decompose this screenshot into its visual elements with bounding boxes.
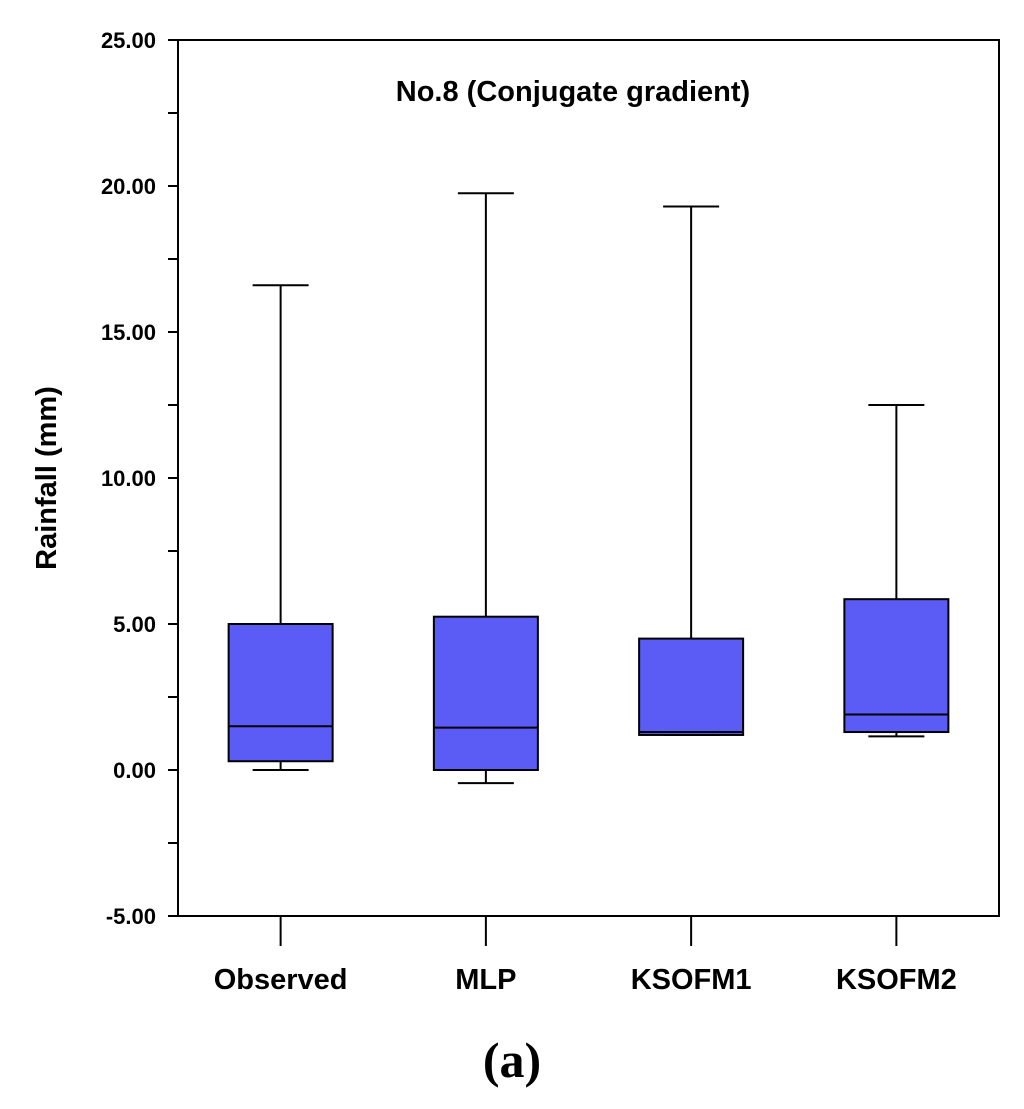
x-category-label: KSOFM2 xyxy=(836,964,957,996)
x-category-label: KSOFM1 xyxy=(631,964,752,996)
chart-title: No.8 (Conjugate gradient) xyxy=(396,76,750,108)
y-axis-ticks: -5.00 0.00 5.00 10.00 15.00 20.00 25.00 xyxy=(101,28,178,929)
y-tick-label: 15.00 xyxy=(101,320,156,345)
iqr-box xyxy=(227,623,334,763)
caption-open-paren: ( xyxy=(483,1032,500,1088)
y-tick-label: 0.00 xyxy=(113,758,156,783)
y-tick-label: 5.00 xyxy=(113,612,156,637)
iqr-box xyxy=(638,637,745,736)
x-category-label: Observed xyxy=(214,964,348,996)
y-tick-label: 10.00 xyxy=(101,466,156,491)
box-series xyxy=(227,192,950,785)
iqr-box xyxy=(432,615,539,772)
y-tick-label: 25.00 xyxy=(101,28,156,53)
y-tick-label: -5.00 xyxy=(106,904,156,929)
y-tick-label: 20.00 xyxy=(101,174,156,199)
x-category-label: MLP xyxy=(455,964,516,996)
box-ksofm2 xyxy=(843,404,950,738)
box-observed xyxy=(227,284,334,771)
x-axis-ticks: Observed MLP KSOFM1 KSOFM2 xyxy=(214,916,957,996)
caption-close-paren: ) xyxy=(525,1032,542,1088)
caption-letter: a xyxy=(500,1032,525,1088)
figure-caption: (a) xyxy=(483,1032,541,1088)
y-axis-title: Rainfall (mm) xyxy=(31,386,63,570)
box-mlp xyxy=(432,192,539,785)
box-ksofm1 xyxy=(638,205,745,736)
plot-frame xyxy=(177,39,1000,917)
iqr-box xyxy=(843,598,950,734)
